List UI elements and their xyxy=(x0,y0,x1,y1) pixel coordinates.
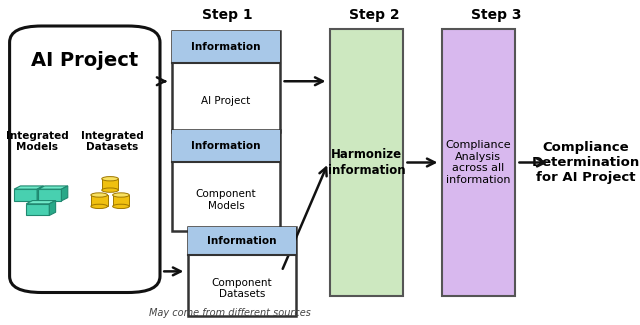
Polygon shape xyxy=(91,195,108,206)
Polygon shape xyxy=(61,186,68,201)
Polygon shape xyxy=(37,186,44,201)
Text: Information: Information xyxy=(191,42,260,52)
Text: (optional): (optional) xyxy=(348,29,401,39)
Text: Information: Information xyxy=(191,141,260,151)
Text: Step 2: Step 2 xyxy=(349,7,400,22)
Text: Compliance
Analysis
across all
information: Compliance Analysis across all informati… xyxy=(445,140,511,185)
Polygon shape xyxy=(49,201,56,215)
Text: Step 3: Step 3 xyxy=(471,7,521,22)
Polygon shape xyxy=(38,186,68,189)
FancyBboxPatch shape xyxy=(188,227,296,316)
Ellipse shape xyxy=(91,204,108,209)
Text: Component
Datasets: Component Datasets xyxy=(212,278,272,299)
Polygon shape xyxy=(102,179,118,190)
FancyBboxPatch shape xyxy=(172,130,280,162)
FancyBboxPatch shape xyxy=(172,31,280,63)
Ellipse shape xyxy=(102,188,118,192)
Ellipse shape xyxy=(113,193,129,197)
Text: AI Project: AI Project xyxy=(202,96,250,106)
Text: May come from different sources: May come from different sources xyxy=(150,308,311,318)
Text: Information: Information xyxy=(207,236,276,246)
Polygon shape xyxy=(26,204,49,215)
Ellipse shape xyxy=(91,193,108,197)
Ellipse shape xyxy=(113,204,129,209)
Text: Compliance
Determination
for AI Project: Compliance Determination for AI Project xyxy=(531,141,640,184)
Text: AI Project: AI Project xyxy=(31,51,138,70)
FancyBboxPatch shape xyxy=(330,29,403,296)
Polygon shape xyxy=(26,201,56,204)
Text: Integrated
Datasets: Integrated Datasets xyxy=(81,131,143,152)
Ellipse shape xyxy=(102,176,118,181)
Polygon shape xyxy=(14,186,44,189)
Text: Step 1: Step 1 xyxy=(202,7,253,22)
FancyBboxPatch shape xyxy=(188,227,296,255)
Text: Harmonize
information: Harmonize information xyxy=(328,149,405,176)
Polygon shape xyxy=(14,189,37,201)
FancyBboxPatch shape xyxy=(172,31,280,132)
FancyBboxPatch shape xyxy=(10,26,160,292)
Polygon shape xyxy=(113,195,129,206)
FancyBboxPatch shape xyxy=(172,130,280,231)
Text: Component
Models: Component Models xyxy=(196,189,256,211)
Text: Integrated
Models: Integrated Models xyxy=(6,131,68,152)
FancyBboxPatch shape xyxy=(442,29,515,296)
Polygon shape xyxy=(38,189,61,201)
